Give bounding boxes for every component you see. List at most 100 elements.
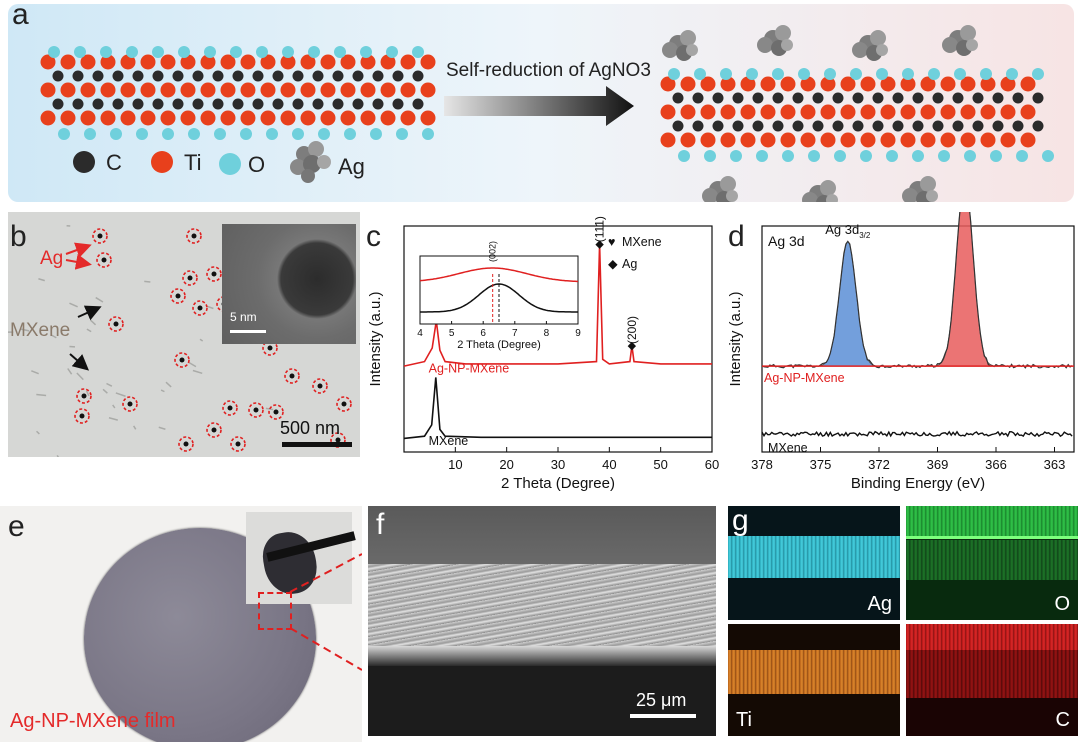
legend-symbol: ◆: [608, 257, 618, 271]
inset-peak-label: (002): [488, 241, 498, 262]
ag-particle-marker: [312, 378, 328, 394]
sem-scale-label: 25 μm: [636, 690, 687, 710]
peak-marker: ◆: [595, 238, 604, 250]
x-tick-label: 375: [810, 457, 832, 472]
ag-particle-marker: [336, 396, 352, 412]
sem-cross-section: [368, 564, 716, 646]
ag-particle-marker: [96, 252, 112, 268]
y-axis-label: Intensity (a.u.): [367, 291, 384, 386]
plot-frame: [761, 225, 1075, 453]
x-tick-label: 40: [602, 457, 616, 472]
eds-label-o: O: [1054, 593, 1070, 615]
eds-label-ti: Ti: [736, 709, 752, 731]
x-tick-label: 10: [448, 457, 462, 472]
ag-particle-marker: [178, 436, 194, 452]
panel-g: Ag O Ti C g: [728, 504, 1078, 736]
panel-d: 378 375 372 369 366 363 Binding Energy (eV) Int…: [722, 161, 1080, 492]
eds-map-ti: Ti: [728, 624, 900, 736]
xrd-chart: 10 20 30 40 50 60 2 Theta (Degree) Intensity (a…: [367, 216, 719, 492]
peak-fill-52: [933, 180, 997, 367]
inset-x-tick-label: 6: [480, 328, 486, 339]
inset-x-tick-label: 7: [512, 328, 518, 339]
sem-scale-bar: [630, 714, 696, 718]
panel-letter-a: a: [12, 4, 29, 31]
peak-label: Ag 3d3/2: [825, 222, 871, 240]
film-caption: Ag-NP-MXene film: [10, 710, 176, 732]
ag-particle-marker: [230, 436, 246, 452]
series-label: Ag-NP-MXene: [429, 362, 510, 376]
eds-map-ag: Ag: [728, 506, 900, 620]
inset-x-tick-label: 8: [544, 328, 550, 339]
eds-label-c: C: [1055, 709, 1070, 731]
series-label: MXene: [429, 434, 469, 448]
series-line-mxene: [403, 377, 712, 440]
ag-particle-marker: [186, 228, 202, 244]
ag-particle-marker: [170, 288, 186, 304]
panel-b: 5 nm Ag MXene 500 nm b: [8, 212, 360, 457]
arrow-label: Self-reduction of AgNO3: [446, 60, 651, 81]
ag-particle-marker: [330, 432, 346, 448]
main-scale-label: 500 nm: [280, 418, 341, 438]
panel-letter-d: d: [728, 220, 745, 253]
series-line-ag-np-mxene: [403, 244, 712, 367]
ag-particle-marker: [206, 266, 222, 282]
panel-letter-b: b: [10, 220, 27, 253]
legend-label: Ag: [622, 257, 637, 271]
ag-particle-marker: [206, 422, 222, 438]
ag-particle-marker: [108, 316, 124, 332]
ag-particle-marker: [92, 228, 108, 244]
ag-particle-marker: [284, 368, 300, 384]
zoom-lines: [289, 553, 362, 671]
inset-x-axis-label: 2 Theta (Degree): [457, 339, 541, 351]
panel-a: Self-reduction of AgNO3 C Ti O Ag a: [8, 4, 1074, 202]
ag-label: Ag: [40, 248, 64, 269]
ag-particle-marker: [76, 388, 92, 404]
y-axis-label: Intensity (a.u.): [727, 291, 744, 386]
sem-background-bottom: [368, 666, 716, 736]
label-arrows: [65, 242, 102, 371]
legend-o-dot: [219, 153, 241, 175]
legend-label: MXene: [622, 235, 662, 249]
panel-letter-f: f: [376, 508, 385, 541]
x-tick-label: 366: [985, 457, 1007, 472]
panel-letter-g: g: [732, 504, 749, 537]
reaction-arrow: [444, 86, 634, 126]
ag-particle-marker: [174, 352, 190, 368]
ag-particle-marker: [182, 270, 198, 286]
inset-x-tick-label: 4: [417, 328, 423, 339]
legend-symbol: ♥: [608, 235, 615, 249]
bent-film-inset: [246, 512, 356, 604]
peak-marker: ◆: [628, 340, 637, 352]
legend-ag-cluster: [290, 141, 331, 183]
x-tick-label: 363: [1044, 457, 1066, 472]
x-tick-label: 372: [868, 457, 890, 472]
legend-ti-dot: [151, 151, 173, 173]
peak-label: (200): [625, 316, 639, 344]
xps-chart: 378 375 372 369 366 363 Binding Energy (eV) Int…: [727, 161, 1075, 492]
sem-background-top: [368, 506, 716, 566]
inset-x-tick-label: 5: [449, 328, 455, 339]
main-scale-bar: [282, 442, 352, 447]
legend-c-label: C: [106, 150, 122, 175]
sem-bottom-glow: [368, 646, 716, 666]
series-line-mxene: [761, 430, 1073, 438]
hrtem-inset: [222, 224, 356, 344]
peak-label: (111): [593, 216, 607, 242]
series-label: MXene: [768, 441, 808, 455]
x-tick-label: 369: [927, 457, 949, 472]
inset-scale-bar: [230, 330, 266, 333]
inset-line-ag-np-mxene: [419, 267, 579, 283]
legend-ag-label: Ag: [338, 154, 365, 179]
legend-c-dot: [73, 151, 95, 173]
zoom-box: [258, 592, 292, 630]
ag-particle-marker: [222, 400, 238, 416]
x-axis-label: 2 Theta (Degree): [501, 475, 615, 492]
eds-map-c: C: [906, 624, 1078, 736]
panel-c: 10 20 30 40 50 60 2 Theta (Degree) Intensity (a…: [362, 212, 722, 492]
series-label: Ag-NP-MXene: [764, 371, 845, 385]
ag-particle-marker: [122, 396, 138, 412]
panel-e: Ag-NP-MXene film e: [0, 506, 362, 742]
x-axis-label: Binding Energy (eV): [851, 475, 985, 492]
eds-map-o: O: [906, 506, 1078, 620]
series-line-ag-np-mxene: [761, 180, 1073, 369]
